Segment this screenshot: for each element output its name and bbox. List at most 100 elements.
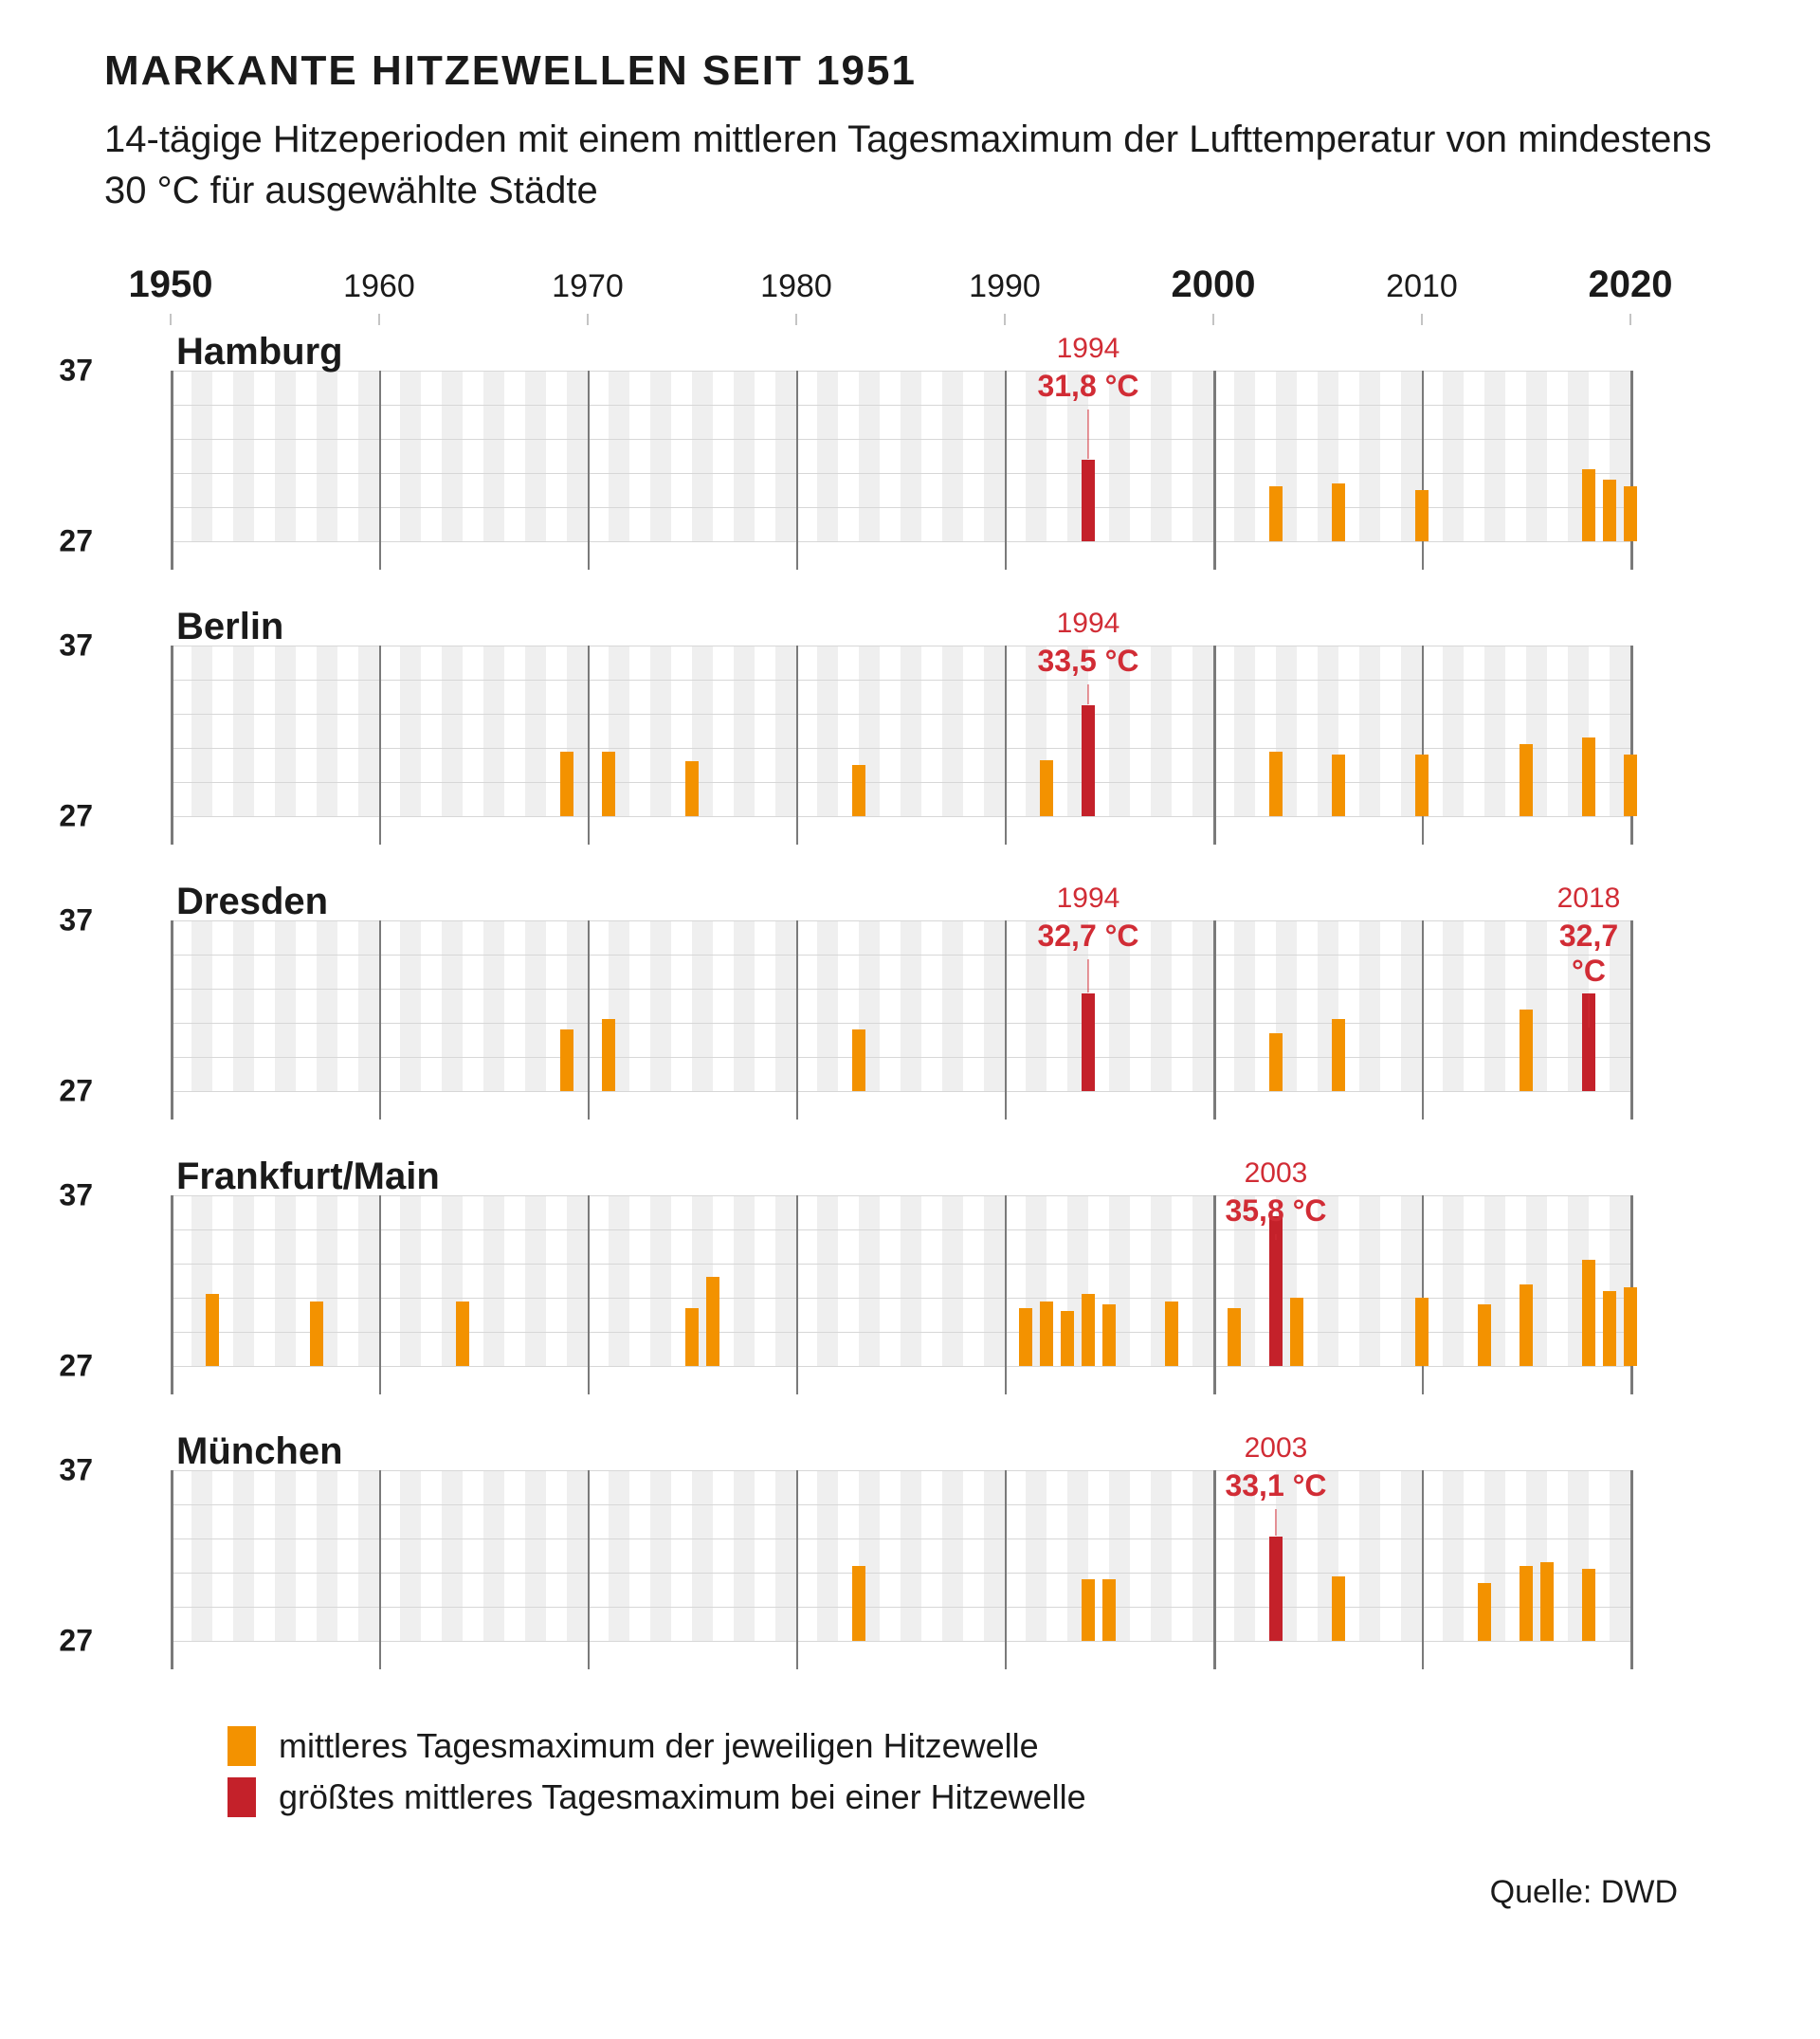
chart-area: 19501960197019801990200020102020 Hamburg… (104, 268, 1697, 1679)
y-tick-label: 27 (0, 799, 93, 834)
panel-plot: 199431,8 °C (171, 371, 1630, 541)
y-unit-label: °C (0, 1265, 93, 1297)
heat-bar (1603, 1291, 1616, 1366)
heat-bar (1582, 1260, 1595, 1366)
x-axis-label: 2020 (1589, 264, 1673, 306)
panel-plot: 200335,8 °C (171, 1195, 1630, 1366)
y-tick-label: 27 (0, 1624, 93, 1659)
panels-host: Hamburg2737°C199431,8 °C Berlin2737°C1994… (104, 333, 1697, 1679)
panel-plot: 199433,5 °C (171, 646, 1630, 816)
heatwave-chart: MARKANTE HITZEWELLEN SEIT 1951 14-tägige… (0, 0, 1820, 1987)
heat-bar (1415, 1298, 1429, 1366)
x-axis-label: 2010 (1386, 268, 1458, 305)
callout-year: 2018 (1557, 883, 1621, 915)
y-tick-label: 27 (0, 1074, 93, 1109)
x-axis-label: 2000 (1172, 264, 1256, 306)
heat-bar (602, 1019, 615, 1091)
legend-text: größtes mittleres Tagesmaximum bei einer… (279, 1777, 1086, 1817)
heat-bar (1624, 486, 1637, 541)
peak-bar (1082, 993, 1095, 1091)
heat-bar (1603, 480, 1616, 541)
heat-bar (706, 1277, 719, 1366)
city-name: Hamburg (176, 331, 343, 373)
heat-bar (1478, 1583, 1491, 1641)
heat-bar (310, 1302, 323, 1366)
heat-bar (685, 1308, 699, 1366)
city-name: München (176, 1430, 343, 1473)
legend: mittleres Tagesmaximum der jeweiligen Hi… (228, 1726, 1716, 1817)
heat-bar (1520, 1010, 1533, 1091)
heat-bar (1269, 1033, 1283, 1091)
heat-bar (1478, 1304, 1491, 1366)
chart-title: MARKANTE HITZEWELLEN SEIT 1951 (104, 47, 1716, 95)
heat-bar (1582, 1569, 1595, 1641)
peak-bar (1269, 1216, 1283, 1366)
heat-bar (1332, 755, 1345, 816)
y-tick-label: 27 (0, 1349, 93, 1384)
heat-bar (1624, 755, 1637, 816)
city-panel: Dresden2737°C199432,7 °C201832,7 °C (104, 883, 1697, 1129)
peak-bar (1269, 1537, 1283, 1641)
heat-bar (1082, 1294, 1095, 1366)
x-axis-label: 1990 (969, 268, 1041, 305)
heat-bar (1582, 737, 1595, 816)
panel-plot: 199432,7 °C201832,7 °C (171, 920, 1630, 1091)
city-panel: Berlin2737°C199433,5 °C (104, 608, 1697, 854)
heat-bar (1102, 1304, 1116, 1366)
heat-bar (1102, 1579, 1116, 1641)
heat-bar (1061, 1311, 1074, 1366)
heat-bar (456, 1302, 469, 1366)
legend-text: mittleres Tagesmaximum der jeweiligen Hi… (279, 1726, 1039, 1766)
callout-year: 1994 (1037, 883, 1138, 915)
heat-bar (1165, 1302, 1178, 1366)
heat-bar (560, 1029, 573, 1091)
x-axis-label: 1950 (129, 264, 213, 306)
legend-swatch (228, 1777, 256, 1817)
heat-bar (685, 761, 699, 816)
heat-bar (1269, 486, 1283, 541)
heat-bar (1228, 1308, 1241, 1366)
source-label: Quelle: DWD (104, 1874, 1678, 1911)
heat-bar (1332, 1576, 1345, 1641)
y-tick-label: 37 (0, 1178, 93, 1213)
peak-bar (1082, 705, 1095, 816)
city-panel: Frankfurt/Main2737°C200335,8 °C (104, 1157, 1697, 1404)
heat-bar (852, 1566, 865, 1641)
callout-year: 2003 (1225, 1157, 1326, 1190)
peak-bar (1582, 993, 1595, 1091)
city-name: Frankfurt/Main (176, 1156, 440, 1198)
heat-bar (1082, 1579, 1095, 1641)
x-axis-label: 1960 (343, 268, 415, 305)
heat-bar (1332, 483, 1345, 541)
heat-bar (1520, 744, 1533, 816)
heat-bar (206, 1294, 219, 1366)
y-tick-label: 37 (0, 354, 93, 389)
heat-bar (1540, 1562, 1554, 1641)
heat-bar (1040, 760, 1053, 816)
heat-bar (1520, 1566, 1533, 1641)
city-panel: Hamburg2737°C199431,8 °C (104, 333, 1697, 579)
legend-row: mittleres Tagesmaximum der jeweiligen Hi… (228, 1726, 1716, 1766)
chart-subtitle: 14-tägige Hitzeperioden mit einem mittle… (104, 114, 1716, 216)
x-axis-label: 1970 (552, 268, 624, 305)
y-unit-label: °C (0, 990, 93, 1022)
y-unit-label: °C (0, 440, 93, 472)
city-panel: München2737°C200333,1 °C (104, 1432, 1697, 1679)
callout-year: 2003 (1225, 1432, 1326, 1465)
city-name: Dresden (176, 881, 328, 923)
heat-bar (1415, 490, 1429, 541)
legend-row: größtes mittleres Tagesmaximum bei einer… (228, 1777, 1716, 1817)
heat-bar (1582, 469, 1595, 541)
heat-bar (1520, 1284, 1533, 1366)
y-tick-label: 37 (0, 628, 93, 664)
y-tick-label: 27 (0, 524, 93, 559)
y-unit-label: °C (0, 715, 93, 747)
heat-bar (602, 752, 615, 816)
y-tick-label: 37 (0, 903, 93, 938)
heat-bar (560, 752, 573, 816)
peak-bar (1082, 460, 1095, 541)
y-unit-label: °C (0, 1539, 93, 1572)
heat-bar (1040, 1302, 1053, 1366)
panel-plot: 200333,1 °C (171, 1470, 1630, 1641)
heat-bar (852, 1029, 865, 1091)
